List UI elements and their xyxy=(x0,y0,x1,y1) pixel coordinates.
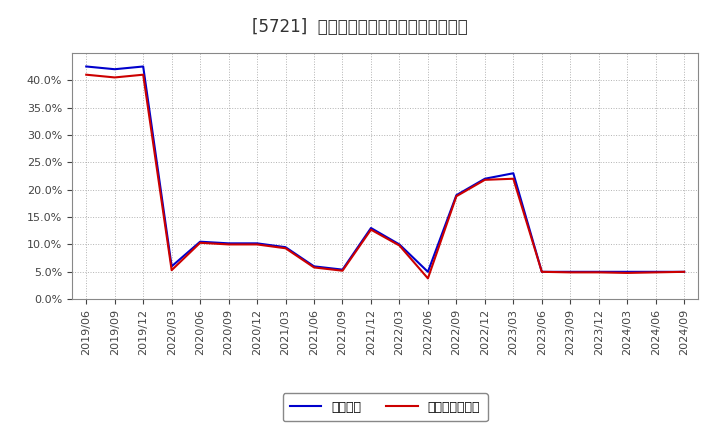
固定長期適合率 xyxy=(395,243,404,248)
固定長期適合率 xyxy=(680,269,688,275)
固定比率 xyxy=(338,267,347,272)
Line: 固定長期適合率: 固定長期適合率 xyxy=(86,75,684,279)
固定長期適合率 xyxy=(82,72,91,77)
固定比率 xyxy=(366,225,375,231)
固定長期適合率 xyxy=(253,242,261,247)
固定長期適合率 xyxy=(623,270,631,275)
Text: [5721]  固定比率、固定長期適合率の推移: [5721] 固定比率、固定長期適合率の推移 xyxy=(252,18,468,36)
固定比率 xyxy=(680,269,688,275)
固定長期適合率 xyxy=(509,176,518,181)
固定長期適合率 xyxy=(338,268,347,273)
固定長期適合率 xyxy=(566,270,575,275)
固定比率 xyxy=(480,176,489,181)
固定比率 xyxy=(395,242,404,247)
固定比率 xyxy=(566,269,575,275)
固定長期適合率 xyxy=(595,270,603,275)
固定比率 xyxy=(452,193,461,198)
固定長期適合率 xyxy=(452,194,461,199)
固定比率 xyxy=(110,66,119,72)
固定長期適合率 xyxy=(167,268,176,273)
固定比率 xyxy=(537,269,546,275)
固定比率 xyxy=(623,269,631,275)
固定比率 xyxy=(253,241,261,246)
固定長期適合率 xyxy=(537,269,546,275)
固定長期適合率 xyxy=(196,240,204,246)
固定比率 xyxy=(139,64,148,69)
固定比率 xyxy=(310,264,318,269)
固定長期適合率 xyxy=(310,265,318,270)
固定比率 xyxy=(509,171,518,176)
固定比率 xyxy=(82,64,91,69)
固定長期適合率 xyxy=(225,242,233,247)
固定長期適合率 xyxy=(480,177,489,183)
固定比率 xyxy=(225,241,233,246)
固定長期適合率 xyxy=(423,276,432,281)
Line: 固定比率: 固定比率 xyxy=(86,66,684,272)
固定長期適合率 xyxy=(282,246,290,251)
固定比率 xyxy=(282,245,290,250)
Legend: 固定比率, 固定長期適合率: 固定比率, 固定長期適合率 xyxy=(283,393,487,421)
固定比率 xyxy=(167,264,176,269)
固定比率 xyxy=(196,239,204,244)
固定比率 xyxy=(595,269,603,275)
固定長期適合率 xyxy=(139,72,148,77)
固定長期適合率 xyxy=(652,270,660,275)
固定比率 xyxy=(423,269,432,275)
固定比率 xyxy=(652,269,660,275)
固定長期適合率 xyxy=(110,75,119,80)
固定長期適合率 xyxy=(366,227,375,232)
